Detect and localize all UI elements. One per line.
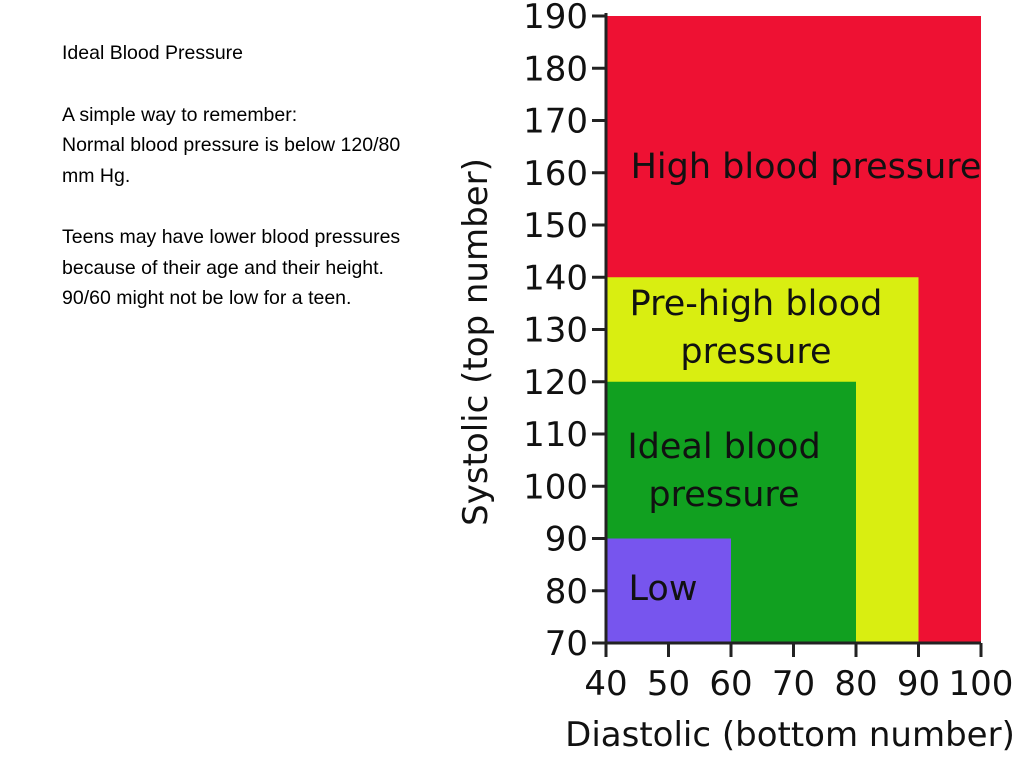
x-tick-label-60: 60 (709, 664, 752, 704)
y-tick-label-110: 110 (523, 415, 588, 455)
x-tick-label-90: 90 (897, 664, 940, 704)
y-tick-label-70: 70 (545, 624, 588, 664)
region-label-ideal-blood-pressure-line-2: pressure (648, 475, 799, 515)
y-tick-label-90: 90 (545, 520, 588, 560)
y-tick-label-190: 190 (523, 0, 588, 37)
region-label-pre-high-blood-pressure-line-2: pressure (680, 332, 831, 372)
y-tick-label-80: 80 (545, 572, 588, 612)
chart-region-labels: High blood pressure Pre-high blood pressur… (627, 147, 981, 609)
normal-bp-line: Normal blood pressure is below 120/80 mm… (62, 134, 401, 187)
region-label-ideal-blood-pressure-line-1: Ideal blood (627, 427, 820, 467)
x-axis-title: Diastolic (bottom number) (565, 715, 1015, 755)
y-tick-label-150: 150 (523, 206, 588, 246)
x-tick-label-40: 40 (584, 664, 627, 704)
region-label-pre-high-blood-pressure-line-1: Pre-high blood (630, 284, 883, 324)
x-tick-label-100: 100 (949, 664, 1014, 704)
chart-regions (606, 16, 981, 643)
y-tick-label-180: 180 (523, 49, 588, 89)
region-low (606, 538, 731, 643)
y-axis-title: Systolic (top number) (456, 158, 496, 526)
x-tick-label-50: 50 (647, 664, 690, 704)
y-tick-label-140: 140 (523, 258, 588, 298)
region-label-low-line-1: Low (629, 569, 698, 609)
slide-heading: Ideal Blood Pressure (62, 42, 244, 64)
x-tick-label-80: 80 (834, 664, 877, 704)
y-tick-label-160: 160 (523, 154, 588, 194)
intro-line: A simple way to remember: (62, 103, 298, 126)
y-tick-label-100: 100 (523, 467, 588, 507)
y-tick-label-170: 170 (523, 102, 588, 142)
intro-paragraph: A simple way to remember: Normal blood p… (62, 100, 412, 192)
teens-note: Teens may have lower blood pressures bec… (62, 226, 401, 309)
slide-text-panel: Ideal Blood Pressure A simple way to rem… (62, 38, 412, 345)
region-label-high-blood-pressure-line-1: High blood pressure (631, 147, 982, 187)
chart-axis-titles: Diastolic (bottom number) Systolic (top n… (456, 158, 1015, 755)
x-tick-label-70: 70 (772, 664, 815, 704)
y-tick-label-130: 130 (523, 311, 588, 351)
y-tick-label-120: 120 (523, 363, 588, 403)
